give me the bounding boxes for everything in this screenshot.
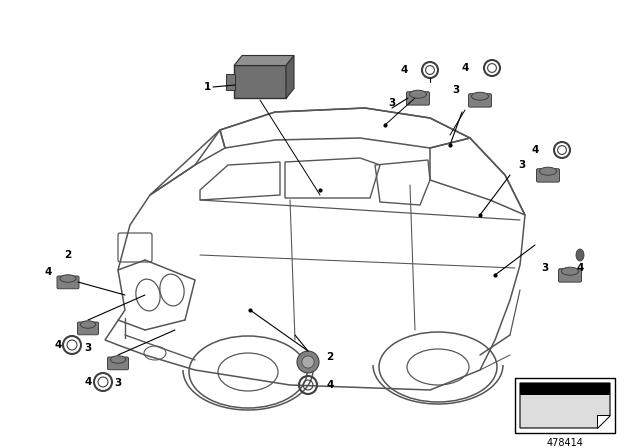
Text: 4: 4 [531, 145, 539, 155]
Ellipse shape [410, 90, 426, 98]
FancyBboxPatch shape [57, 276, 79, 289]
FancyBboxPatch shape [536, 169, 559, 182]
Text: 3: 3 [518, 160, 525, 170]
Ellipse shape [60, 275, 76, 282]
FancyBboxPatch shape [515, 378, 615, 433]
Text: 4: 4 [400, 65, 408, 75]
FancyBboxPatch shape [226, 74, 235, 90]
FancyBboxPatch shape [559, 269, 582, 282]
Ellipse shape [561, 267, 579, 275]
Text: 2: 2 [326, 352, 333, 362]
Text: 2: 2 [65, 250, 72, 260]
Ellipse shape [81, 321, 95, 328]
Polygon shape [520, 383, 610, 428]
Polygon shape [597, 415, 610, 428]
Text: 1: 1 [204, 82, 211, 92]
Circle shape [297, 351, 319, 373]
FancyBboxPatch shape [77, 322, 99, 335]
Text: 4: 4 [461, 63, 468, 73]
Text: 4: 4 [44, 267, 52, 277]
Text: 4: 4 [576, 263, 584, 273]
Polygon shape [286, 56, 294, 99]
Ellipse shape [576, 249, 584, 261]
Text: 3: 3 [452, 85, 460, 95]
Text: 3: 3 [84, 343, 92, 353]
Ellipse shape [472, 92, 488, 100]
FancyBboxPatch shape [108, 357, 129, 370]
Text: 3: 3 [388, 98, 396, 108]
Polygon shape [234, 56, 294, 65]
Text: 4: 4 [54, 340, 61, 350]
Text: 3: 3 [115, 378, 122, 388]
FancyBboxPatch shape [468, 94, 492, 107]
Text: 478414: 478414 [547, 438, 584, 448]
Ellipse shape [540, 167, 557, 175]
FancyBboxPatch shape [520, 383, 610, 395]
Ellipse shape [110, 356, 125, 363]
FancyBboxPatch shape [234, 65, 286, 99]
Text: 3: 3 [541, 263, 548, 273]
Text: 4: 4 [326, 380, 333, 390]
Text: 4: 4 [84, 377, 92, 387]
Circle shape [302, 356, 314, 368]
FancyBboxPatch shape [406, 92, 429, 105]
